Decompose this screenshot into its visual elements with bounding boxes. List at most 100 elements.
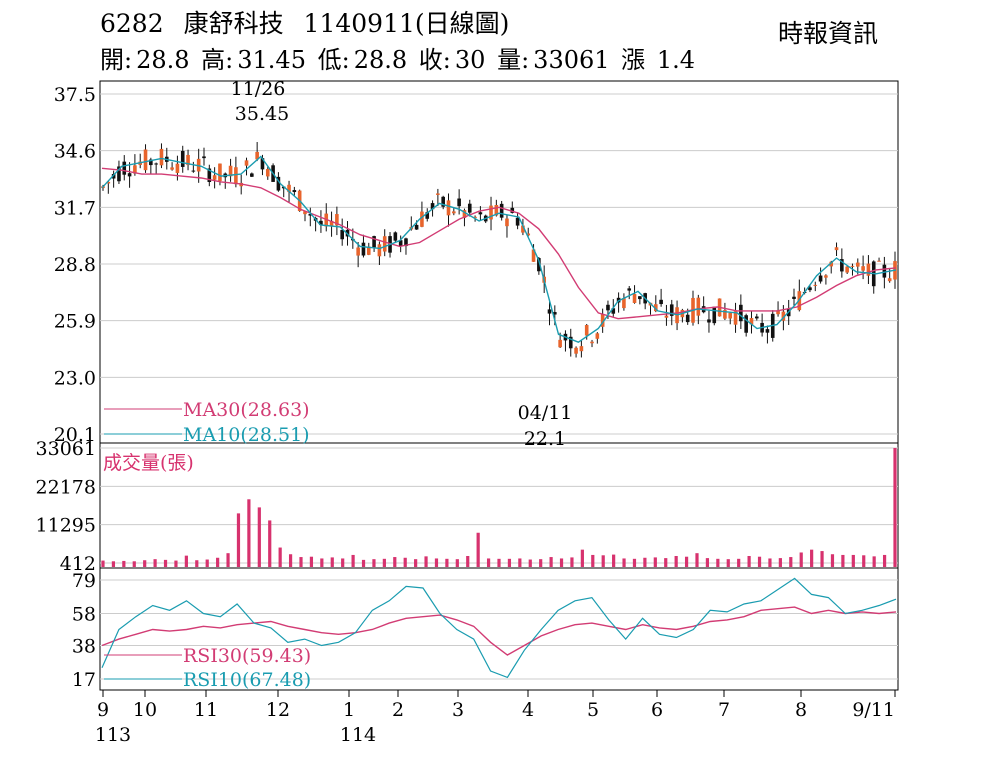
candle-body (659, 299, 663, 305)
candle-body (228, 165, 233, 177)
candle-body (425, 212, 430, 219)
candle-body (606, 304, 610, 311)
low-value: 28.8 (353, 46, 408, 74)
close-label: 收: (418, 46, 451, 74)
volume-bar (466, 555, 470, 567)
candle-body (329, 220, 334, 227)
candle-body (850, 265, 855, 267)
candle-body (260, 158, 265, 170)
candle-body (340, 229, 344, 240)
candle-body (473, 216, 477, 218)
candle-body (861, 266, 865, 271)
volume-bar (393, 557, 397, 567)
volume-bar (184, 555, 188, 567)
candle-body (515, 217, 520, 226)
candle-body (457, 198, 461, 207)
volume-bar (320, 558, 324, 567)
rsi-axis-tick: 58 (72, 604, 96, 626)
volume-bar (486, 558, 491, 567)
x-axis-month-label: 9/11 (852, 699, 895, 721)
candle-body (829, 261, 834, 267)
candle-body (882, 264, 887, 278)
volume-bar (528, 559, 532, 567)
candle-body (250, 173, 254, 177)
price-axis-tick: 34.6 (54, 141, 96, 163)
volume-bar (445, 558, 449, 567)
price-axis-tick: 25.9 (54, 311, 96, 333)
candle-body (446, 200, 451, 216)
candle-body (808, 287, 812, 291)
volume-bar (163, 559, 168, 567)
open-value: 28.8 (136, 46, 190, 74)
volume-bar (799, 552, 803, 567)
candle-body (287, 184, 291, 193)
candle-body (361, 242, 366, 256)
candle-body (547, 309, 552, 314)
volume-bar (288, 554, 293, 567)
volume-bar (268, 520, 272, 567)
candle-body (813, 284, 818, 286)
candle-body (632, 294, 637, 303)
candle-body (579, 346, 584, 352)
high-value-label: 35.45 (235, 103, 289, 125)
candle-body (202, 156, 206, 159)
price-panel-frame (99, 80, 899, 444)
volume-bar (622, 558, 626, 567)
close-value: 30 (454, 46, 486, 74)
candle-body (303, 211, 307, 215)
candle-body (574, 347, 578, 354)
ma10-legend-label: MA10(28.51) (183, 424, 310, 446)
volume-bar (403, 557, 407, 567)
candle-body (441, 196, 445, 207)
candle-body (638, 296, 642, 300)
candle-body (749, 318, 754, 325)
candle-body (207, 168, 212, 182)
volume-bar (424, 556, 428, 567)
candle-body (276, 176, 281, 191)
volume-bar (810, 549, 814, 567)
candle-body (462, 210, 467, 218)
chart-title: 6282 康舒科技 1140911(日線圖) (100, 4, 521, 40)
candle-body (372, 236, 376, 248)
volume-bar (476, 532, 480, 567)
candle-body (186, 154, 190, 166)
candle-body (377, 244, 382, 257)
candle-body (792, 296, 796, 299)
candle-body (292, 190, 297, 193)
candle-body (685, 314, 690, 323)
candle-body (265, 169, 270, 177)
volume-bar (257, 507, 261, 567)
candle-body (489, 205, 493, 220)
volume-bar (414, 559, 418, 567)
volume-bar (195, 560, 199, 567)
volume-bar (726, 559, 730, 567)
candle-body (499, 203, 504, 218)
price-axis-tick: 28.8 (54, 254, 96, 276)
rsi30-legend-label: RSI30(59.43) (183, 645, 311, 667)
volume-bar (570, 557, 574, 567)
volume-bar (434, 558, 439, 567)
candle-body (212, 175, 217, 180)
volume-bar (737, 558, 741, 567)
volume-bar (497, 558, 501, 567)
candle-body (510, 207, 515, 213)
volume-axis-tick: 412 (60, 553, 96, 575)
candle-body (117, 166, 121, 182)
price-axis-tick: 37.5 (54, 84, 96, 106)
volume-value: 33061 (533, 46, 610, 74)
candle-body (255, 151, 259, 160)
candle-body (154, 163, 158, 165)
candle-body (537, 258, 541, 272)
volume-bar (841, 554, 845, 567)
rsi-axis-tick: 17 (72, 669, 96, 691)
price-axis-tick: 23.0 (54, 367, 96, 389)
candle-body (712, 306, 717, 324)
volume-bar (382, 558, 386, 567)
candle-body (308, 214, 313, 216)
volume-bar (216, 557, 220, 567)
volume-bar (143, 560, 147, 567)
candle-body (845, 266, 849, 273)
change-label: 漲 (621, 46, 646, 74)
